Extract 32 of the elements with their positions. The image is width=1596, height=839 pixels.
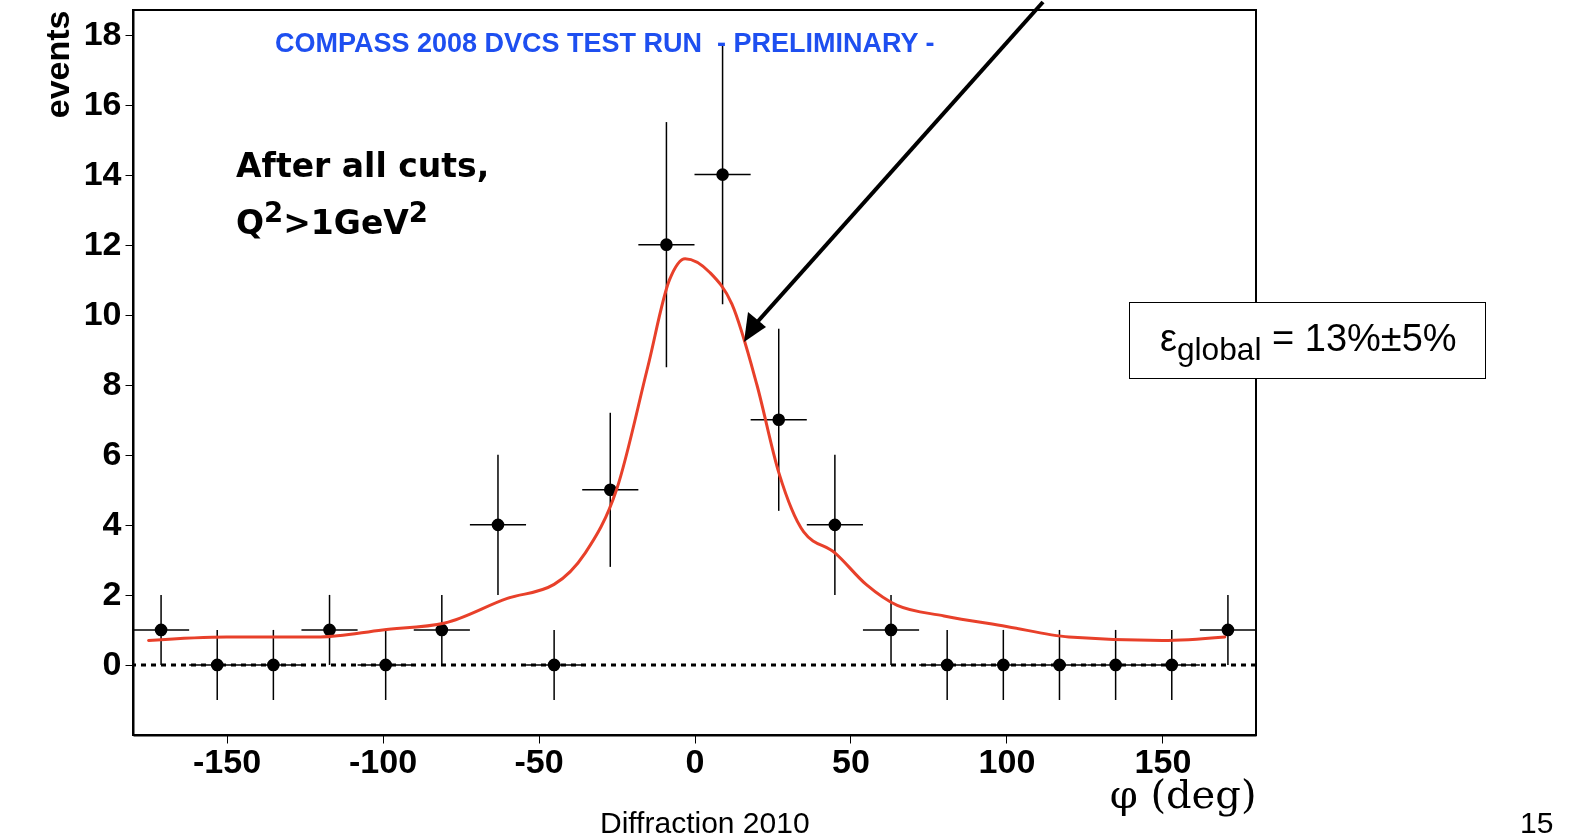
y-axis-title: events	[37, 10, 76, 119]
x-tick-label: 100	[978, 741, 1036, 780]
y-tick-label: 0	[102, 644, 122, 683]
y-tick-label: 2	[102, 574, 122, 613]
point	[660, 238, 673, 251]
x-tick-label: 0	[685, 741, 705, 780]
point	[154, 623, 168, 637]
y-tick-label: 8	[102, 364, 122, 403]
y-tick-label: 18	[83, 14, 122, 53]
annotation: ε$_{global}$ = 13%±5%	[1129, 302, 1486, 379]
y-tick-label: 10	[83, 294, 122, 333]
annotation: After all cuts, Q$^{2}$>1GeV$^{2}$	[236, 145, 490, 245]
text: 15	[1520, 806, 1554, 839]
y-tick-label: 6	[102, 434, 122, 473]
x-tick-label: -150	[193, 741, 262, 780]
point	[772, 413, 786, 427]
point	[1221, 623, 1235, 637]
point	[828, 518, 842, 532]
y-tick-label: 16	[83, 84, 122, 123]
x-tick-label: -50	[514, 741, 564, 780]
y-tick-label: 12	[83, 224, 122, 263]
point	[884, 623, 898, 637]
point	[323, 623, 336, 637]
point	[716, 168, 729, 181]
text: Diffraction 2010	[600, 806, 810, 839]
x-tick-label: -100	[349, 741, 418, 780]
y-tick-label: 14	[83, 154, 122, 193]
point	[491, 518, 505, 532]
y-tick-label: 4	[102, 504, 122, 543]
point	[435, 623, 449, 637]
text: COMPASS 2008 DVCS TEST RUN - PRELIMINARY -	[275, 28, 935, 59]
x-tick-label: 50	[832, 741, 870, 780]
